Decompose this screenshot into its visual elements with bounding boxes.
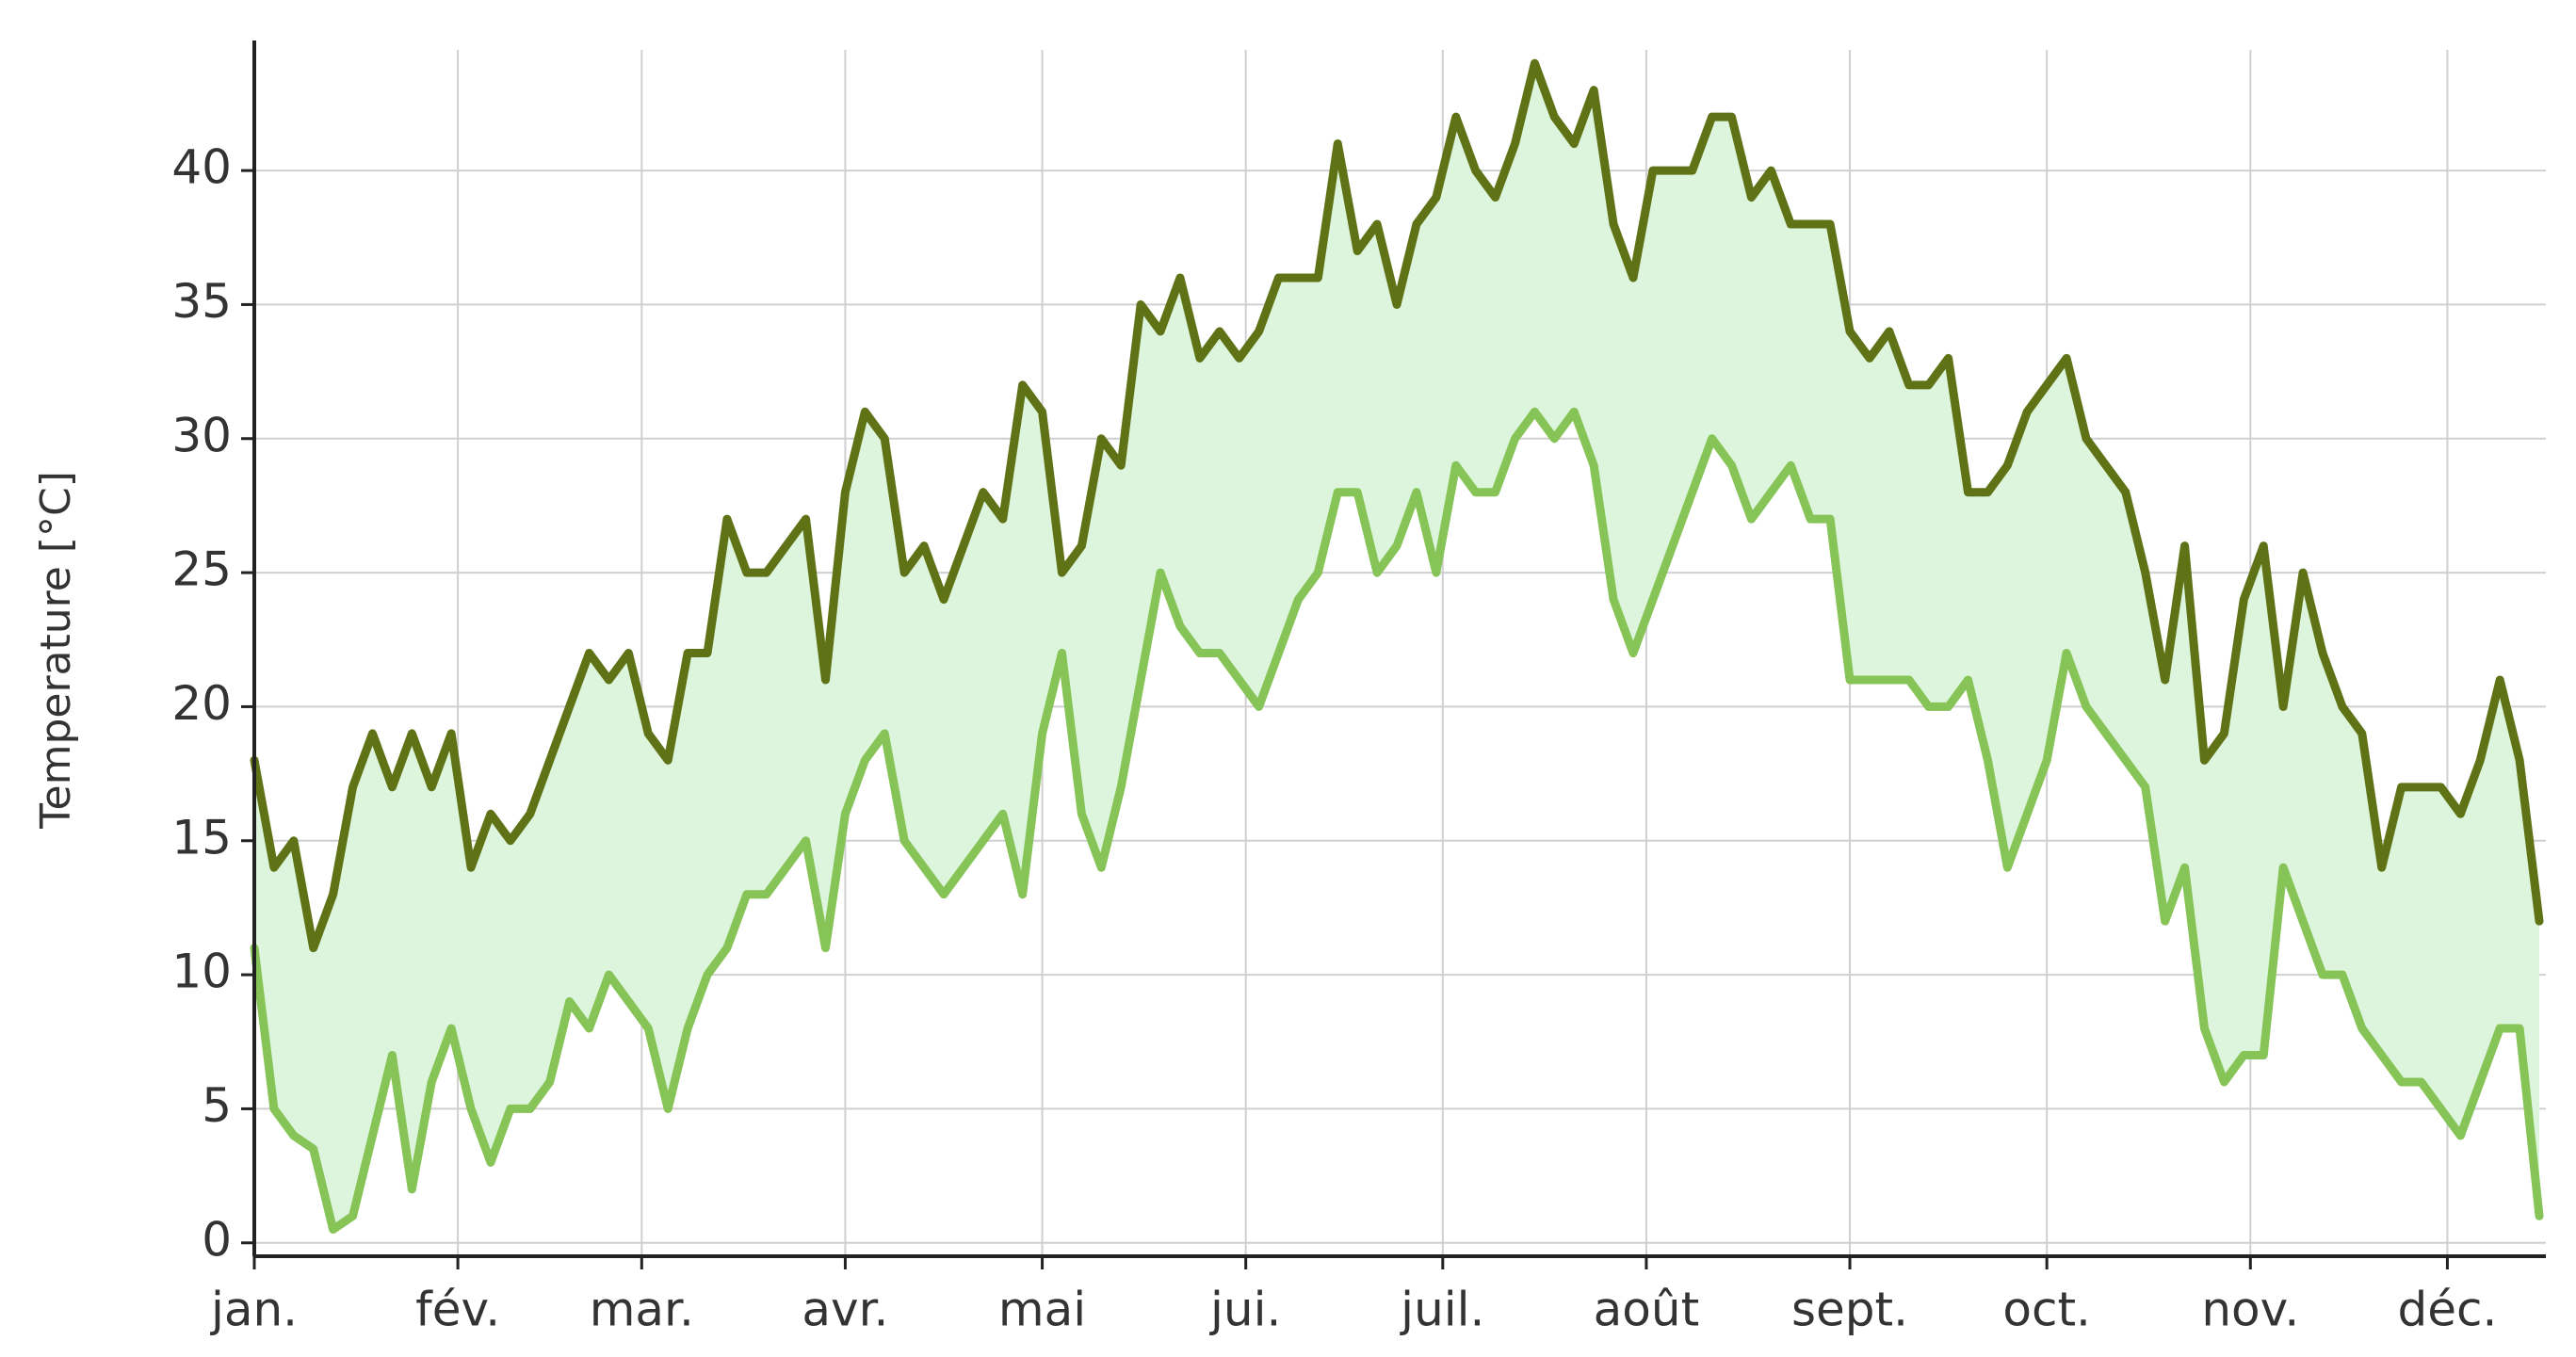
y-tick-label: 10: [171, 945, 232, 999]
temperature-line: [250, 58, 2544, 953]
x-tick-label: oct.: [2002, 1283, 2091, 1337]
x-tick-label: avr.: [802, 1283, 888, 1337]
y-tick-label: 35: [171, 274, 232, 329]
y-tick-label: 15: [171, 810, 232, 864]
x-tick-label: jan.: [210, 1283, 298, 1337]
x-tick-label: juil.: [1400, 1283, 1484, 1337]
y-tick-label: 40: [171, 140, 232, 195]
y-tick-label: 5: [202, 1078, 232, 1133]
y-tick-label: 0: [202, 1212, 232, 1267]
x-tick-label: mai: [998, 1283, 1086, 1337]
y-tick-label: 25: [171, 542, 232, 597]
x-tick-label: mar.: [590, 1283, 694, 1337]
x-tick-label: août: [1594, 1283, 1700, 1337]
x-tick-label: déc.: [2397, 1283, 2497, 1337]
x-tick-label: sept.: [1791, 1283, 1908, 1337]
x-tick-label: jui.: [1209, 1283, 1281, 1337]
temperature-line: [250, 407, 2544, 1235]
y-tick-label: 30: [171, 408, 232, 462]
y-axis-title: Temperature [°C]: [32, 471, 80, 830]
x-tick-label: fév.: [415, 1283, 500, 1337]
y-tick-label: 20: [171, 676, 232, 731]
x-tick-label: nov.: [2201, 1283, 2299, 1337]
